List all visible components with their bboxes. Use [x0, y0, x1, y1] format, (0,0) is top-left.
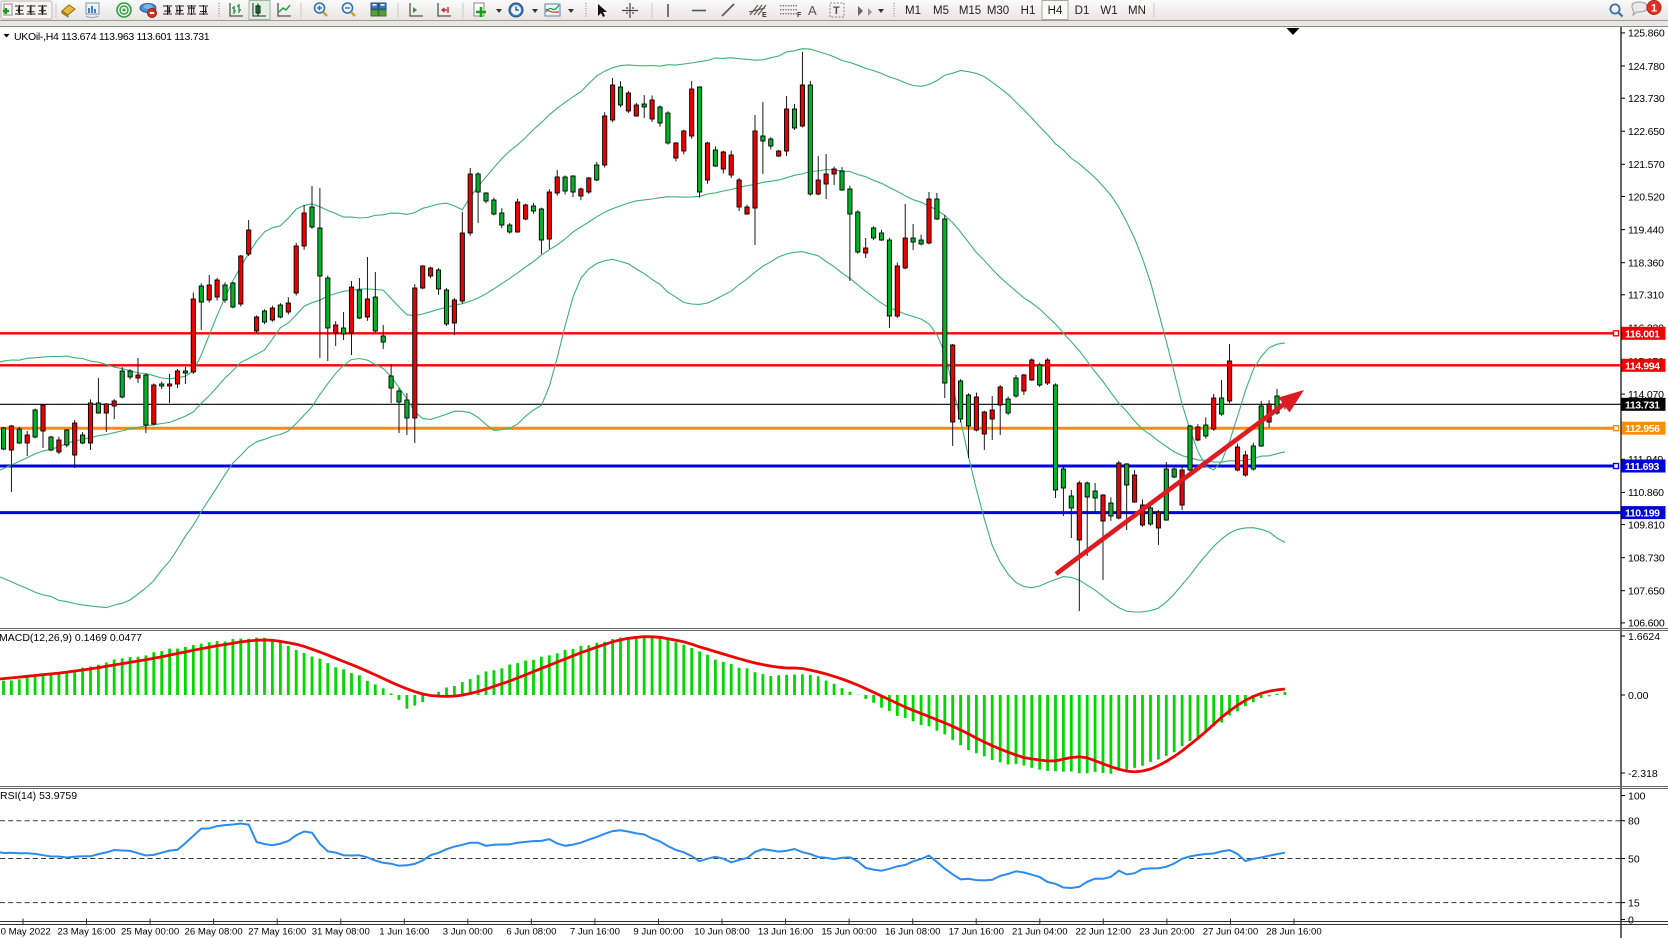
- svg-text:W1: W1: [1100, 5, 1117, 17]
- svg-text:15: 15: [1628, 897, 1640, 909]
- svg-text:3 Jun 00:00: 3 Jun 00:00: [443, 927, 493, 938]
- svg-text:109.810: 109.810: [1628, 519, 1665, 531]
- svg-text:27 May 16:00: 27 May 16:00: [248, 927, 306, 938]
- svg-text:T: T: [833, 5, 840, 17]
- svg-text:123.730: 123.730: [1628, 93, 1665, 105]
- svg-text:124.780: 124.780: [1628, 61, 1665, 73]
- svg-text:D1: D1: [1075, 5, 1090, 17]
- svg-text:125.860: 125.860: [1628, 28, 1665, 40]
- svg-text:106.600: 106.600: [1628, 618, 1665, 630]
- svg-text:111.693: 111.693: [1625, 461, 1660, 473]
- svg-text:6 Jun 08:00: 6 Jun 08:00: [506, 927, 556, 938]
- svg-text:1: 1: [1651, 3, 1657, 15]
- svg-text:108.730: 108.730: [1628, 553, 1665, 565]
- svg-text:10 Jun 08:00: 10 Jun 08:00: [694, 927, 749, 938]
- svg-text:H1: H1: [1021, 5, 1036, 17]
- svg-text:-2.318: -2.318: [1628, 768, 1658, 780]
- svg-text:M1: M1: [905, 5, 921, 17]
- svg-text:113.731: 113.731: [1625, 399, 1660, 411]
- svg-text:100: 100: [1628, 790, 1646, 802]
- svg-text:0.00: 0.00: [1628, 690, 1649, 702]
- svg-text:112.956: 112.956: [1625, 423, 1660, 435]
- svg-text:MACD(12,26,9) 0.1469 0.0477: MACD(12,26,9) 0.1469 0.0477: [0, 632, 142, 644]
- svg-text:120.520: 120.520: [1628, 191, 1665, 203]
- svg-text:118.360: 118.360: [1628, 258, 1664, 270]
- svg-text:20 May 2022: 20 May 2022: [0, 927, 51, 938]
- svg-text:UKOil-,H4 113.674 113.963 113: UKOil-,H4 113.674 113.963 113.601 113.73…: [14, 31, 210, 43]
- svg-text:119.440: 119.440: [1628, 224, 1664, 236]
- svg-text:28 Jun 16:00: 28 Jun 16:00: [1266, 927, 1321, 938]
- svg-text:50: 50: [1628, 853, 1640, 865]
- svg-text:1.6624: 1.6624: [1628, 631, 1660, 643]
- svg-text:M15: M15: [959, 5, 981, 17]
- svg-text:23 May 16:00: 23 May 16:00: [57, 927, 115, 938]
- svg-text:23 Jun 20:00: 23 Jun 20:00: [1139, 927, 1194, 938]
- svg-text:21 Jun 04:00: 21 Jun 04:00: [1012, 927, 1067, 938]
- svg-text:9 Jun 00:00: 9 Jun 00:00: [633, 927, 683, 938]
- svg-text:110.860: 110.860: [1628, 487, 1664, 499]
- svg-text:116.001: 116.001: [1625, 328, 1660, 340]
- svg-text:31 May 08:00: 31 May 08:00: [312, 927, 370, 938]
- svg-text:A: A: [808, 3, 817, 18]
- svg-text:107.650: 107.650: [1628, 586, 1665, 598]
- svg-text:117.310: 117.310: [1628, 290, 1664, 302]
- svg-text:22 Jun 12:00: 22 Jun 12:00: [1076, 927, 1131, 938]
- svg-text:122.650: 122.650: [1628, 126, 1665, 138]
- svg-text:F: F: [797, 12, 802, 19]
- svg-text:121.570: 121.570: [1628, 159, 1665, 171]
- svg-text:H4: H4: [1048, 5, 1063, 17]
- svg-text:E: E: [762, 12, 767, 19]
- svg-text:15 Jun 00:00: 15 Jun 00:00: [821, 927, 876, 938]
- svg-text:0: 0: [1628, 914, 1634, 926]
- svg-text:114.994: 114.994: [1625, 360, 1660, 372]
- svg-text:26 May 08:00: 26 May 08:00: [185, 927, 243, 938]
- svg-text:M30: M30: [987, 5, 1009, 17]
- svg-text:16 Jun 08:00: 16 Jun 08:00: [885, 927, 940, 938]
- svg-text:RSI(14) 53.9759: RSI(14) 53.9759: [0, 790, 77, 802]
- svg-text:1 Jun 16:00: 1 Jun 16:00: [379, 927, 429, 938]
- svg-text:MN: MN: [1128, 5, 1146, 17]
- svg-text:110.199: 110.199: [1625, 508, 1660, 520]
- svg-text:17 Jun 16:00: 17 Jun 16:00: [948, 927, 1003, 938]
- svg-text:80: 80: [1628, 816, 1640, 828]
- svg-text:25 May 00:00: 25 May 00:00: [121, 927, 179, 938]
- svg-text:7 Jun 16:00: 7 Jun 16:00: [570, 927, 620, 938]
- svg-text:13 Jun 16:00: 13 Jun 16:00: [758, 927, 813, 938]
- svg-text:M5: M5: [933, 5, 949, 17]
- svg-text:27 Jun 04:00: 27 Jun 04:00: [1203, 927, 1258, 938]
